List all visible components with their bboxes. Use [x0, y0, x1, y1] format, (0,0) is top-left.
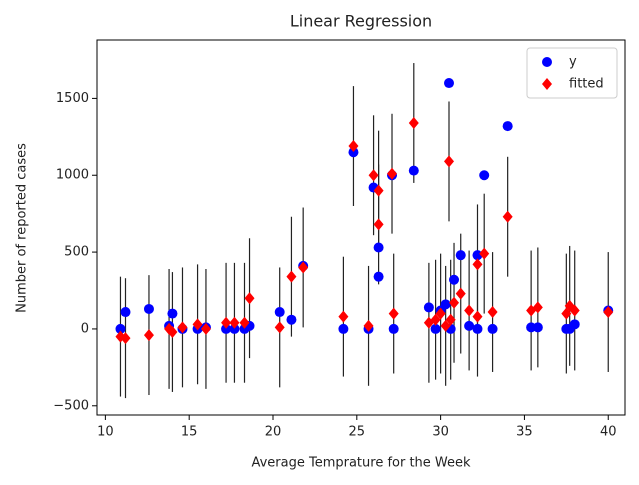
point [603, 306, 614, 319]
point [115, 323, 126, 334]
x-tick-label: 10 [97, 425, 114, 440]
point [444, 78, 454, 89]
point [192, 318, 203, 331]
point [430, 313, 441, 326]
point [120, 332, 131, 345]
point [440, 319, 451, 332]
point [430, 323, 441, 334]
point [167, 308, 178, 319]
plot-frame [96, 39, 626, 416]
point [472, 323, 483, 334]
x-tick-label: 25 [349, 425, 366, 440]
point [244, 292, 255, 305]
y-axis-label: Number of reported cases [15, 143, 30, 313]
point [348, 147, 359, 158]
point [274, 307, 285, 318]
point [569, 319, 580, 330]
point [502, 210, 513, 223]
point [472, 310, 483, 323]
point [221, 316, 232, 329]
point [449, 274, 460, 285]
point [502, 121, 513, 132]
x-tick-label: 30 [432, 425, 449, 440]
point [286, 314, 297, 325]
point [338, 323, 349, 334]
point [479, 170, 490, 181]
point [388, 323, 399, 334]
point [120, 307, 131, 318]
x-tick-label: 35 [516, 425, 533, 440]
point [388, 307, 399, 320]
point [440, 299, 451, 310]
point [455, 287, 466, 300]
point [464, 320, 475, 331]
point [221, 323, 232, 334]
legend-marker [542, 78, 552, 90]
point [444, 155, 454, 168]
point [487, 306, 498, 319]
point [274, 321, 285, 334]
point [167, 326, 178, 339]
point [373, 184, 384, 197]
point [479, 247, 490, 260]
point [472, 250, 483, 261]
point [455, 250, 466, 261]
point [487, 323, 498, 334]
y-tick-label: 1000 [56, 168, 89, 183]
x-axis-label: Average Temprature for the Week [251, 456, 471, 471]
point [363, 319, 374, 332]
y-tick-label: 500 [64, 245, 89, 260]
point [298, 261, 309, 274]
point [532, 301, 543, 314]
point [445, 313, 456, 326]
point [435, 307, 446, 320]
chart-title: Linear Regression [290, 12, 432, 31]
point [229, 316, 240, 329]
point [408, 165, 419, 176]
y-tick-label: 0 [81, 321, 89, 336]
point [373, 271, 384, 282]
point [532, 322, 543, 333]
point [286, 270, 297, 283]
point [472, 258, 483, 271]
point [387, 167, 398, 180]
point [373, 242, 384, 253]
x-tick-label: 40 [600, 425, 617, 440]
y-tick-label: −500 [53, 398, 89, 413]
x-tick-label: 20 [265, 425, 282, 440]
point [229, 323, 240, 334]
legend-marker [542, 57, 552, 67]
legend-label: y [569, 55, 577, 70]
point [143, 303, 154, 314]
point [177, 321, 188, 334]
point [143, 329, 154, 342]
point [423, 302, 434, 313]
point [449, 296, 460, 309]
point [200, 322, 211, 335]
point [239, 316, 250, 329]
point [373, 218, 384, 231]
point [408, 116, 419, 129]
point [338, 310, 349, 323]
point [348, 140, 359, 153]
legend-label: fitted [569, 77, 604, 92]
point [569, 304, 580, 317]
y-tick-label: 1500 [56, 91, 89, 106]
point [368, 169, 379, 182]
point [464, 304, 475, 317]
x-tick-label: 15 [181, 425, 198, 440]
